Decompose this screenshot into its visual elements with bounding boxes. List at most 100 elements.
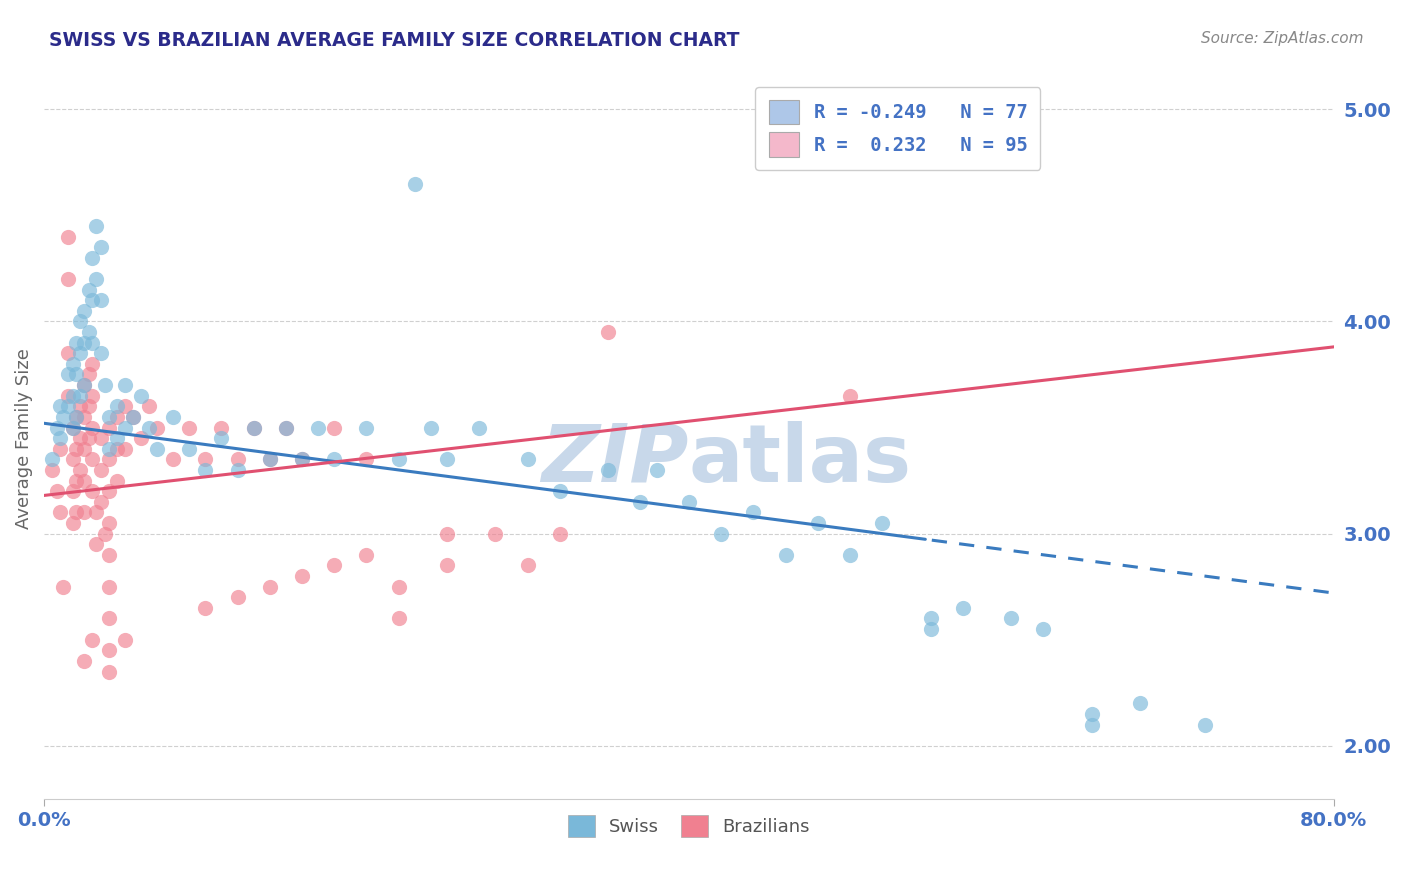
Point [356,548,378,562]
Point [598,463,620,477]
Point [114,632,136,647]
Point [274,420,297,434]
Point [323,452,346,467]
Point [839,389,862,403]
Point [274,420,297,434]
Point [1000,611,1022,625]
Point [52,409,75,424]
Point [356,420,378,434]
Point [138,420,160,434]
Point [548,526,571,541]
Point [94,378,117,392]
Point [775,548,797,562]
Point [62,420,84,434]
Text: SWISS VS BRAZILIAN AVERAGE FAMILY SIZE CORRELATION CHART: SWISS VS BRAZILIAN AVERAGE FAMILY SIZE C… [49,31,740,50]
Point [97,516,120,530]
Point [548,484,571,499]
Point [89,495,111,509]
Point [209,420,232,434]
Point [105,442,128,456]
Point [62,484,84,499]
Point [1081,717,1104,731]
Point [65,335,87,350]
Point [73,303,96,318]
Point [194,452,217,467]
Point [73,378,96,392]
Point [73,409,96,424]
Point [41,452,63,467]
Point [82,251,104,265]
Point [1194,717,1216,731]
Point [82,389,104,403]
Point [82,293,104,308]
Point [114,442,136,456]
Point [84,219,107,233]
Point [146,420,169,434]
Point [129,389,152,403]
Point [920,611,942,625]
Point [58,389,80,403]
Point [388,580,411,594]
Text: ZIP: ZIP [541,421,689,499]
Point [209,431,232,445]
Point [73,335,96,350]
Point [82,420,104,434]
Point [468,420,491,434]
Point [194,600,217,615]
Point [69,431,91,445]
Point [356,452,378,467]
Point [69,346,91,360]
Point [89,293,111,308]
Point [65,409,87,424]
Point [49,400,72,414]
Point [242,420,264,434]
Point [291,569,314,583]
Point [179,420,201,434]
Point [97,548,120,562]
Point [436,558,458,573]
Point [69,463,91,477]
Point [69,314,91,328]
Point [259,580,281,594]
Point [49,442,72,456]
Point [105,409,128,424]
Point [62,420,84,434]
Point [49,505,72,519]
Point [1129,697,1152,711]
Point [105,474,128,488]
Point [598,325,620,339]
Point [129,431,152,445]
Point [484,526,506,541]
Point [710,526,733,541]
Point [114,420,136,434]
Point [870,516,893,530]
Point [62,452,84,467]
Point [678,495,700,509]
Point [97,580,120,594]
Legend: Swiss, Brazilians: Swiss, Brazilians [561,807,817,844]
Point [62,357,84,371]
Point [291,452,314,467]
Point [105,400,128,414]
Point [105,431,128,445]
Point [58,368,80,382]
Point [920,622,942,636]
Point [62,516,84,530]
Point [630,495,652,509]
Point [46,484,69,499]
Point [62,389,84,403]
Point [65,409,87,424]
Point [323,558,346,573]
Point [162,409,184,424]
Point [58,400,80,414]
Point [73,442,96,456]
Point [291,452,314,467]
Point [97,420,120,434]
Point [94,526,117,541]
Point [65,442,87,456]
Point [1081,706,1104,721]
Point [82,484,104,499]
Point [162,452,184,467]
Point [645,463,668,477]
Point [49,431,72,445]
